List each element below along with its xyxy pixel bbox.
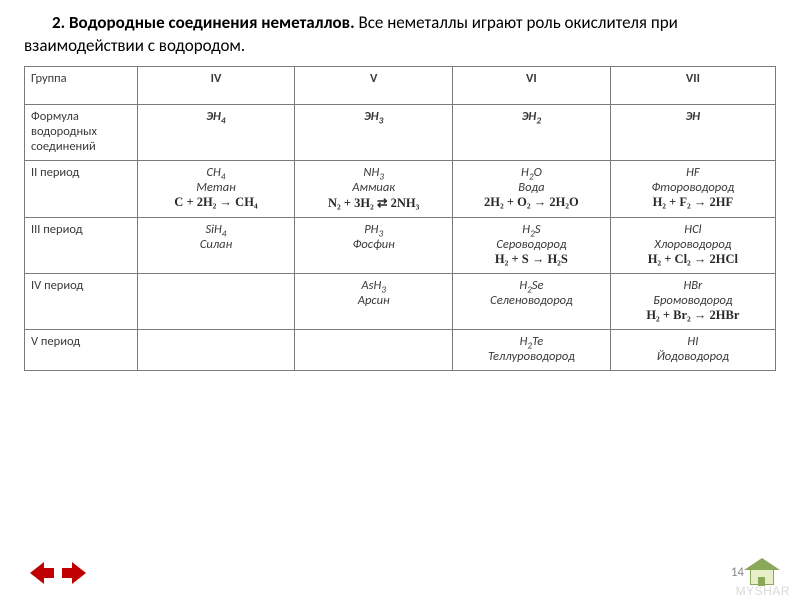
table-cell: H2S Сероводород H₂ + S → H₂S — [453, 217, 611, 273]
watermark: MYSHAR — [736, 584, 790, 598]
page-number: 14 — [731, 565, 744, 580]
table-cell — [295, 329, 453, 370]
table-cell: H2O Вода 2H₂ + O₂ → 2H₂O — [453, 160, 611, 217]
table-cell: H2Se Селеноводород — [453, 273, 611, 329]
table-cell — [137, 273, 295, 329]
section-heading: 2. Водородные соединения неметаллов. Все… — [24, 12, 776, 58]
group-header: IV — [137, 66, 295, 104]
row-label: II период — [25, 160, 138, 217]
table-cell: PH3 Фосфин — [295, 217, 453, 273]
table-cell: ЭН2 — [453, 104, 611, 160]
hydrogen-compounds-table: ГруппаIVVVIVII Формула водородных соедине… — [24, 66, 776, 371]
prev-arrow-icon[interactable] — [30, 562, 44, 584]
row-label: III период — [25, 217, 138, 273]
row-label: Формула водородных соединений — [25, 104, 138, 160]
table-cell: HF Фтороводород H₂ + F₂ → 2HF — [610, 160, 775, 217]
table-cell: ЭН — [610, 104, 775, 160]
table-cell: ЭН4 — [137, 104, 295, 160]
table-cell: ЭН3 — [295, 104, 453, 160]
next-arrow-icon[interactable] — [72, 562, 86, 584]
table-cell: AsH3 Арсин — [295, 273, 453, 329]
row-label: V период — [25, 329, 138, 370]
header-label: Группа — [25, 66, 138, 104]
nav-arrows — [30, 562, 86, 584]
table-cell: SiH4 Силан — [137, 217, 295, 273]
table-cell: NH3 Аммиак N₂ + 3H₂ ⇄ 2NH₃ — [295, 160, 453, 217]
group-header: V — [295, 66, 453, 104]
group-header: VI — [453, 66, 611, 104]
table-cell: H2Te Теллуроводород — [453, 329, 611, 370]
table-cell: CH4 Метан C + 2H₂ → CH₄ — [137, 160, 295, 217]
table-cell: HCl Хлороводород H₂ + Cl₂ → 2HCl — [610, 217, 775, 273]
table-cell — [137, 329, 295, 370]
table-cell: HI Йодоводород — [610, 329, 775, 370]
group-header: VII — [610, 66, 775, 104]
table-cell: HBr Бромоводород H₂ + Br₂ → 2HBr — [610, 273, 775, 329]
heading-bold: 2. Водородные соединения неметаллов. — [52, 12, 355, 33]
row-label: IV период — [25, 273, 138, 329]
